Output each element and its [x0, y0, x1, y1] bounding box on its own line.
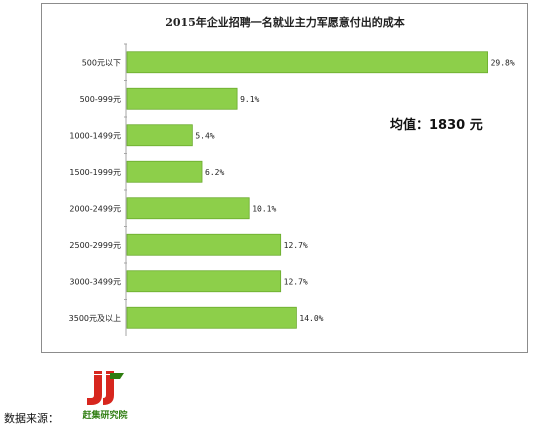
bar [126, 51, 488, 74]
category-label: 500元以下 [82, 58, 121, 67]
data-label: 14.0% [299, 314, 323, 323]
average-annotation: 均值：1830 元 [390, 117, 483, 133]
bar [126, 270, 282, 293]
bar [126, 306, 297, 329]
ganji-logo-mark [87, 371, 124, 405]
bar [126, 160, 203, 183]
data-label: 12.7% [284, 277, 308, 286]
category-label: 3500元及以上 [69, 314, 121, 323]
bar [126, 197, 250, 220]
bar [126, 87, 238, 110]
ganji-logo: 赶集研究院 [80, 371, 130, 423]
data-label: 9.1% [240, 95, 259, 104]
category-label: 2000-2499元 [69, 204, 121, 213]
category-label: 3000-3499元 [69, 277, 121, 286]
logo-text: 赶集研究院 [82, 411, 128, 421]
bar [126, 233, 282, 256]
data-label: 6.2% [205, 168, 224, 177]
bar-chart: 2015年企业招聘一名就业主力军愿意付出的成本 500元以下 29.8% 500-9… [69, 15, 515, 336]
category-label: 2500-2999元 [69, 241, 121, 250]
data-label: 10.1% [252, 204, 276, 213]
chart-frame: 2015年企业招聘一名就业主力军愿意付出的成本 500元以下 29.8% 500-9… [41, 3, 528, 353]
data-label: 12.7% [284, 241, 308, 250]
bar [126, 124, 193, 147]
category-label: 1000-1499元 [69, 131, 121, 140]
bars-group: 500元以下 29.8% 500-999元 9.1% 1000-1499元 5.4% 150… [69, 43, 515, 329]
data-source-label: 数据来源： [4, 412, 59, 425]
category-label: 1500-1999元 [69, 168, 121, 177]
chart-title: 2015年企业招聘一名就业主力军愿意付出的成本 [165, 15, 405, 29]
data-label: 29.8% [491, 58, 515, 67]
data-label: 5.4% [195, 131, 214, 140]
category-label: 500-999元 [80, 95, 121, 104]
